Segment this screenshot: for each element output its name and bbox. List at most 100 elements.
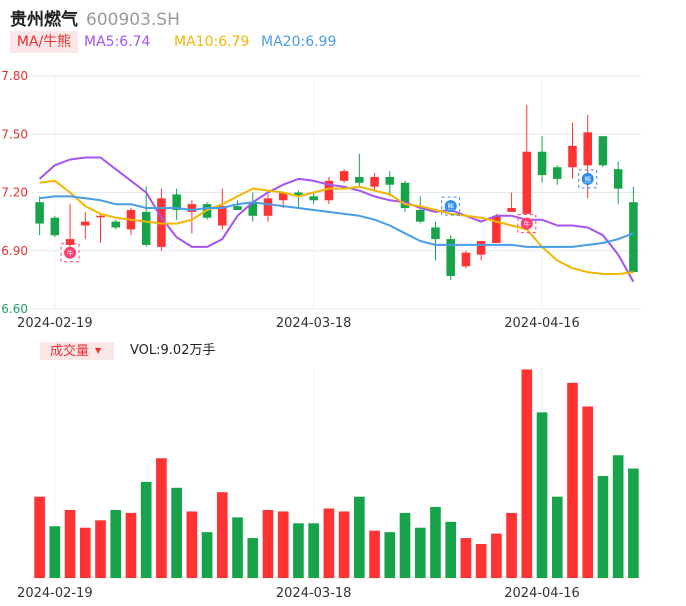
candle xyxy=(218,188,227,230)
volume-bar xyxy=(247,538,259,578)
candle-body xyxy=(50,217,60,236)
ma5-value: MA5:6.74 xyxy=(84,34,151,50)
price-tick-label: 7.50 xyxy=(1,127,28,141)
candle-body xyxy=(431,227,440,240)
candle-body xyxy=(278,192,288,201)
marker-frame xyxy=(441,196,461,216)
candle-body xyxy=(355,176,364,183)
bear-icon xyxy=(444,200,457,213)
volume-bar xyxy=(338,511,350,578)
candle xyxy=(629,186,638,273)
volume-bar xyxy=(277,511,289,578)
volume-indicator-tab[interactable]: 成交量 ▼ xyxy=(40,342,114,360)
candle xyxy=(294,190,303,209)
candle xyxy=(568,122,577,179)
candle-body xyxy=(461,252,471,267)
candle xyxy=(507,192,516,212)
volume-bar xyxy=(445,521,457,578)
candle-body xyxy=(96,215,105,218)
bull-bear-markers: 牛 熊牛 熊 xyxy=(60,169,598,263)
candle xyxy=(446,235,455,280)
volume-value: VOL:9.02万手 xyxy=(130,343,216,358)
candle xyxy=(81,211,90,240)
candle-body xyxy=(35,202,44,224)
price-date-label: 2024-04-16 xyxy=(504,316,580,331)
candle-body xyxy=(598,136,608,166)
bull-marker: 牛 xyxy=(60,243,80,263)
candle-body xyxy=(613,169,623,189)
volume-bar xyxy=(308,523,319,578)
volume-bar xyxy=(140,481,152,578)
candle-body xyxy=(187,204,197,212)
ma-indicator-tab[interactable]: MA/牛熊 xyxy=(10,31,78,53)
candle-body xyxy=(111,221,121,228)
price-tick-label: 6.60 xyxy=(1,302,28,316)
candle xyxy=(583,114,592,199)
candle xyxy=(187,200,197,234)
volume-bar xyxy=(262,509,274,578)
volume-bar xyxy=(323,508,335,578)
candle-body xyxy=(141,211,151,245)
volume-bar xyxy=(521,369,533,578)
volume-date-axis: 2024-02-19 2024-03-18 2024-04-16 xyxy=(17,586,580,601)
marker-frame xyxy=(60,243,80,263)
candle xyxy=(35,196,44,236)
candle xyxy=(385,171,395,197)
candle-body xyxy=(522,151,532,214)
candle xyxy=(141,186,151,247)
candle xyxy=(157,188,166,251)
bear-marker: 熊 xyxy=(441,196,461,216)
candle xyxy=(50,215,60,238)
candle-body xyxy=(537,151,547,176)
moving-average-lines xyxy=(38,156,635,283)
candle-body xyxy=(476,241,486,255)
volume-date-label: 2024-02-19 xyxy=(17,586,93,601)
ma10-value: MA10:6.79 xyxy=(174,34,250,50)
bear-icon xyxy=(581,172,594,185)
marker-frame xyxy=(517,214,537,234)
ma20-line xyxy=(39,195,634,248)
bear-marker: 熊 xyxy=(578,169,598,189)
candle xyxy=(172,188,181,220)
candle xyxy=(431,221,440,261)
price-axis: 7.80 7.50 7.20 6.90 6.60 xyxy=(1,69,28,316)
ma5-line xyxy=(38,156,635,283)
volume-bar xyxy=(460,538,472,578)
stock-header: 贵州燃气 600903.SH xyxy=(10,5,180,30)
bull-icon xyxy=(64,246,77,259)
candle-body xyxy=(324,180,334,201)
marker-label: 牛 xyxy=(67,249,74,258)
volume-bar xyxy=(64,509,76,578)
volume-bar xyxy=(79,527,91,578)
volume-bar xyxy=(186,511,198,578)
candle-body xyxy=(65,239,75,245)
candle-body xyxy=(294,192,303,197)
candle xyxy=(415,196,425,224)
candle-body xyxy=(81,221,90,226)
volume-bars xyxy=(34,369,639,578)
volume-bar xyxy=(216,492,228,578)
bull-icon xyxy=(520,217,533,230)
volume-bar xyxy=(201,532,213,578)
candle-body xyxy=(552,167,562,179)
volume-bar xyxy=(551,496,563,578)
candle-body xyxy=(583,132,592,166)
ma20-value: MA20:6.99 xyxy=(261,34,337,50)
volume-bar xyxy=(125,512,137,578)
candle-body xyxy=(400,182,410,209)
volume-bar xyxy=(95,520,106,578)
volume-bar xyxy=(34,496,45,578)
candle-body xyxy=(233,206,242,210)
candle-body xyxy=(568,145,577,168)
candle-body xyxy=(629,202,638,273)
volume-grid xyxy=(32,368,641,579)
price-date-label: 2024-02-19 xyxy=(17,316,93,331)
candle xyxy=(613,161,623,205)
candle xyxy=(537,136,547,183)
candle xyxy=(522,105,532,214)
candle xyxy=(492,213,501,243)
candle xyxy=(309,192,318,205)
candle-body xyxy=(263,198,273,216)
ma10-line xyxy=(39,179,634,275)
